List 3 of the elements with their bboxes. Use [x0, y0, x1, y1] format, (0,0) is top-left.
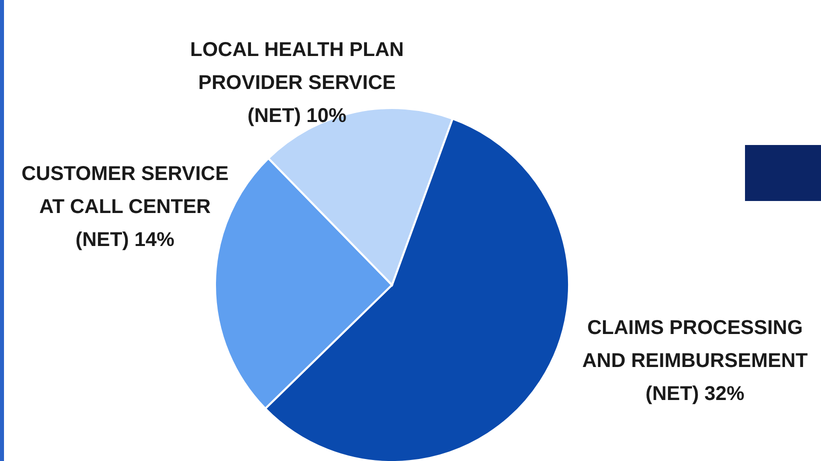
slice-label: CUSTOMER SERVICE AT CALL CENTER (NET) 14%: [21, 163, 229, 251]
slice-label: CLAIMS PROCESSING AND REIMBURSEMENT (NET) 32%: [582, 317, 808, 405]
slice-label: LOCAL HEALTH PLAN PROVIDER SERVICE (NET) 10%: [190, 39, 404, 127]
